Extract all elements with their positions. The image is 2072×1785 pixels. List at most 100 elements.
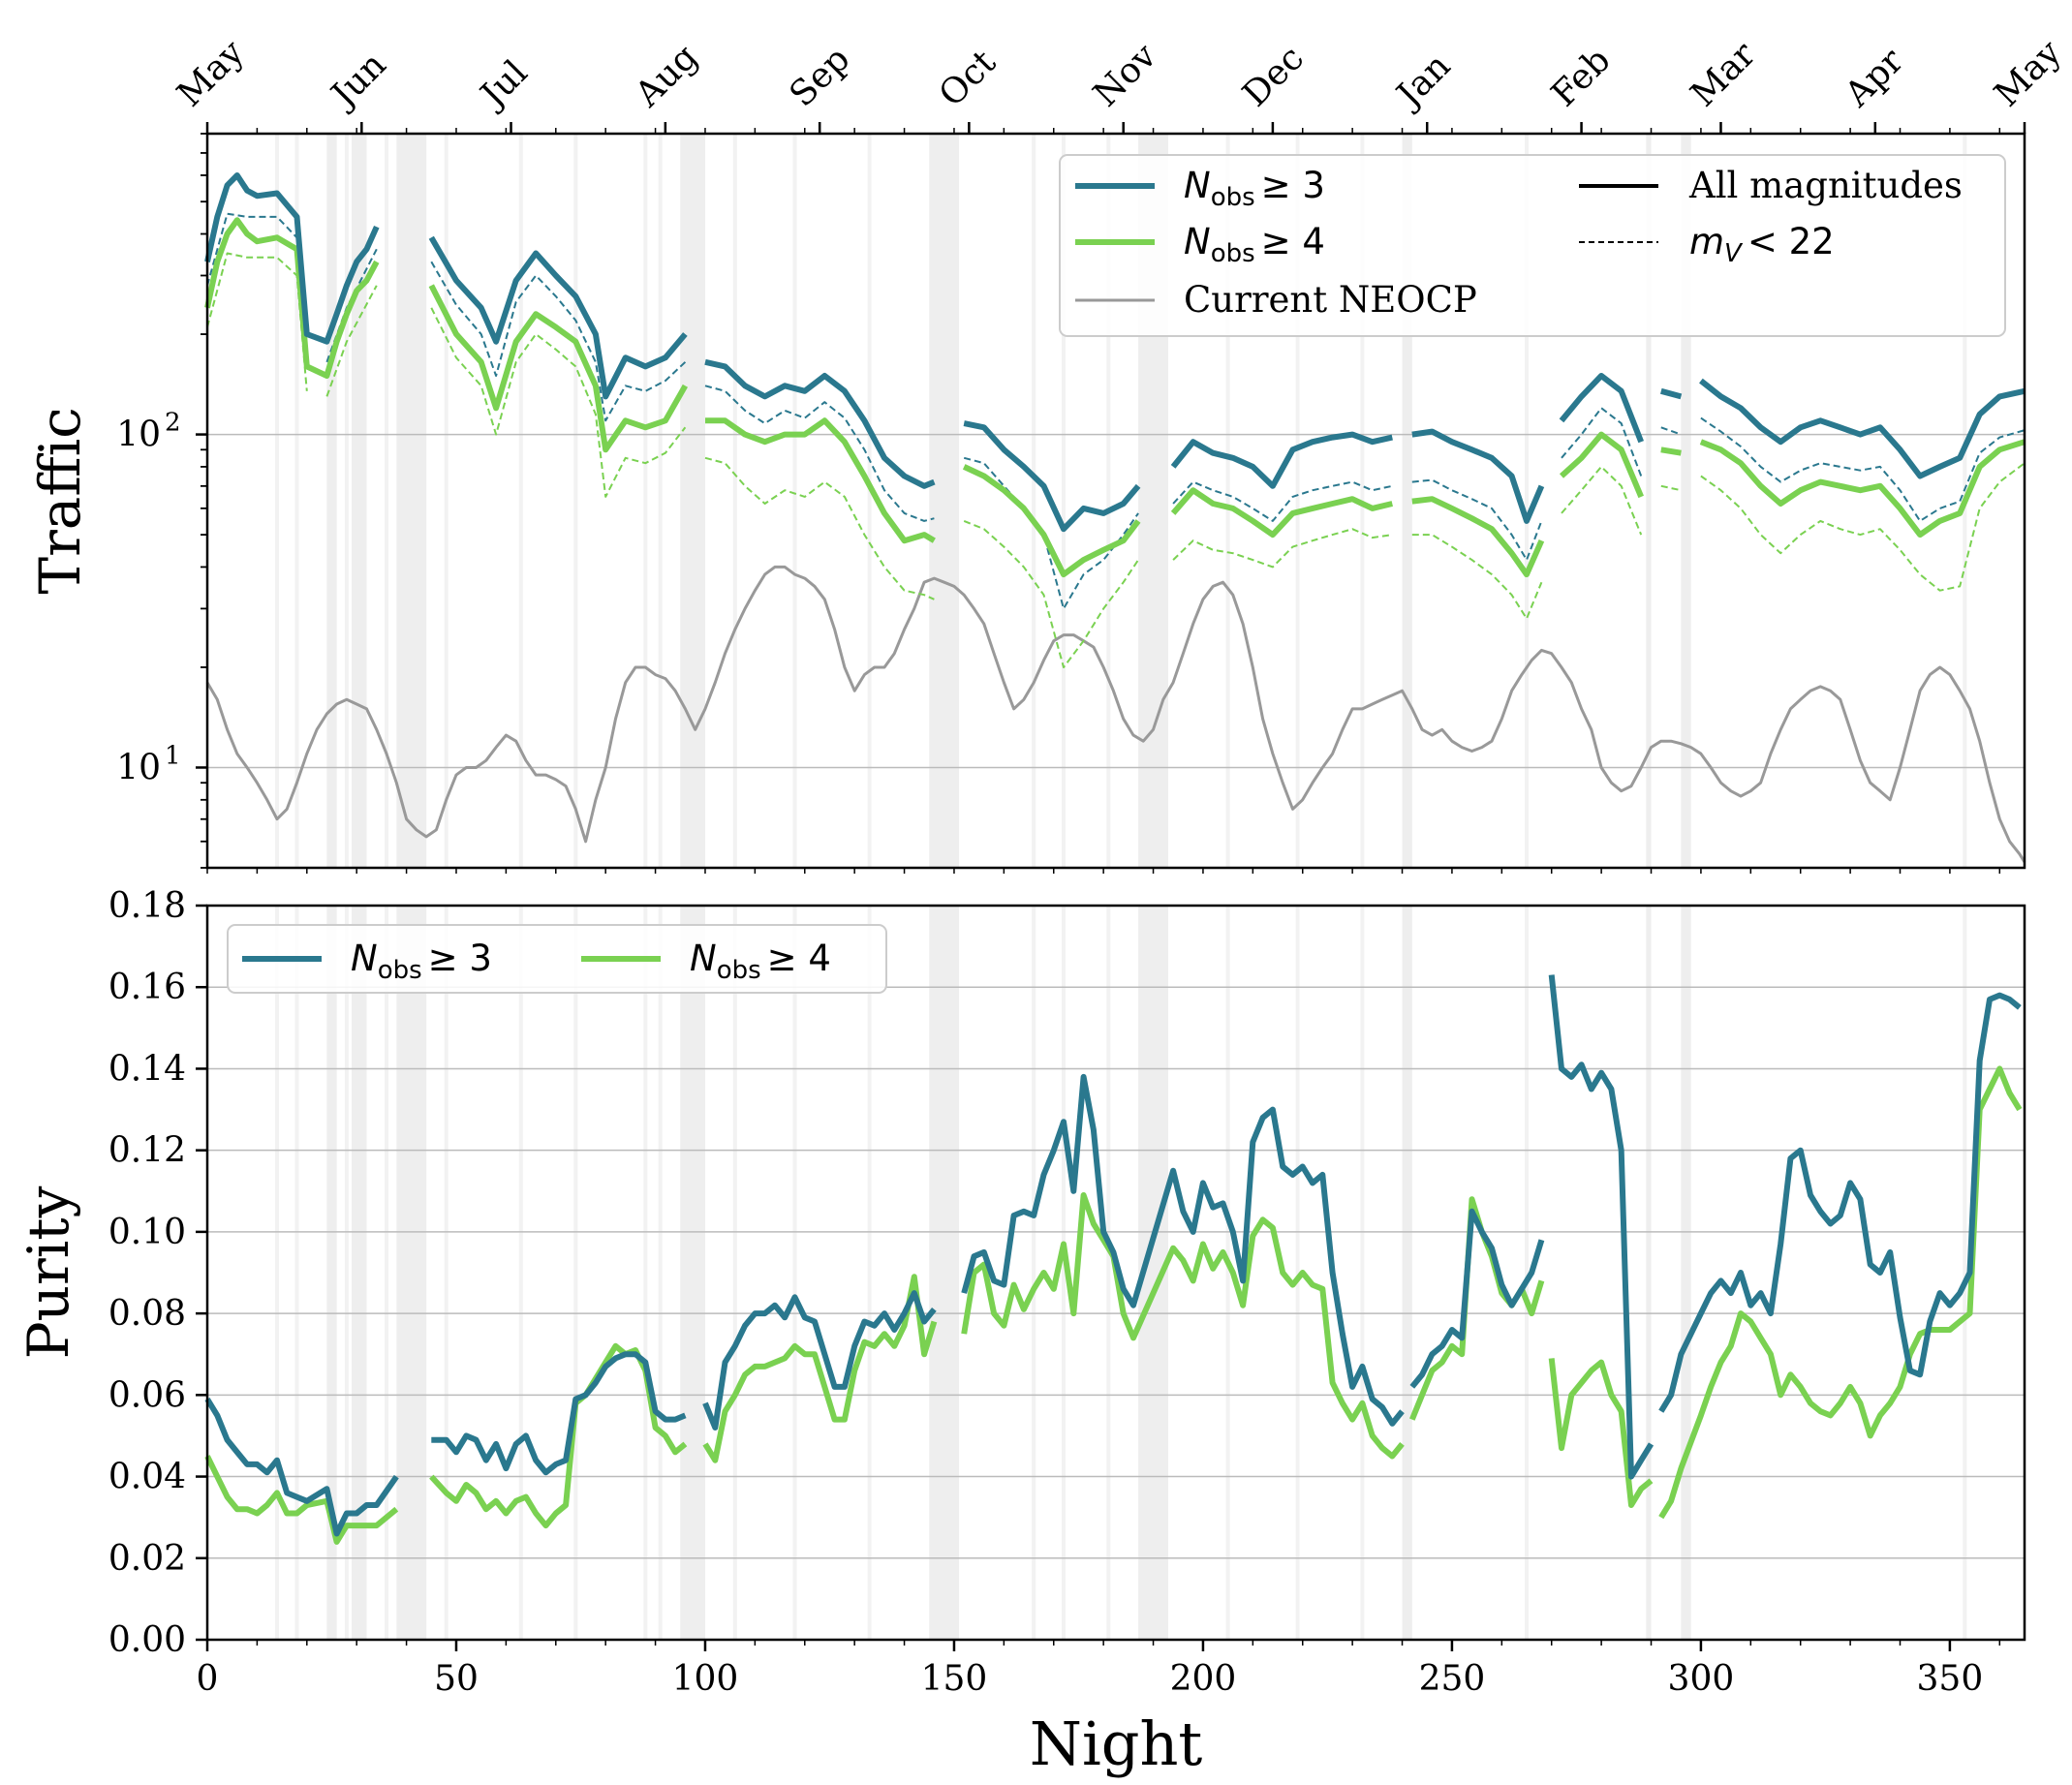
faint-band [573,134,578,868]
faint-band [643,134,648,868]
faint-band [274,134,279,868]
faint-band [1225,134,1230,868]
series-line [705,417,936,544]
purity-legend: Nobs ≥ 3 Nobs ≥ 4 [227,924,887,994]
series-line [1699,439,2026,539]
faint-band [1032,134,1036,868]
faint-band [792,134,797,868]
y-tick-label: 0.00 [108,1620,186,1660]
faint-band [658,134,663,868]
faint-band [1525,906,1530,1640]
faint-band [658,906,663,1640]
faint-band [792,906,797,1640]
legend-allmag-label: All magnitudes [1688,165,1963,206]
y-tick-label: 0.08 [108,1294,186,1334]
y-tick-label: 0.18 [108,886,186,926]
series-line [1559,431,1644,499]
series-line [1172,480,1393,522]
purity-axes-frame [205,904,2026,1642]
series-line [962,464,1141,578]
series-line [704,456,935,600]
purity-y-ticks: 0.00 0.02 0.04 0.06 0.08 0.10 0.12 0.14 0.16 0.18 [108,886,207,1660]
series-line [961,1073,1405,1427]
series-line [204,172,380,345]
faint-band [518,906,523,1640]
series-line [963,420,1141,533]
series-line [1548,974,1655,1480]
y-tick-label: 0.10 [108,1213,186,1252]
legend-mv-label: mV < 22 [1689,221,1835,268]
series-line [325,285,378,397]
series-line [1660,484,1682,492]
purity-panel: 0.00 0.02 0.04 0.06 0.08 0.10 0.12 0.14 0.16 0.18… [15,886,2026,1779]
y-tick-label: 10 [116,748,161,787]
series-line [1660,446,1682,456]
faint-band [732,134,737,868]
faint-band [1106,906,1111,1640]
series-line [1411,534,1543,620]
gap-band [1646,134,1652,868]
faint-band [294,134,299,868]
y-tick-label: 0.12 [108,1131,186,1171]
series-line [1409,1208,1545,1389]
faint-band [518,134,523,868]
series-line [1411,428,1545,524]
faint-band [732,906,737,1640]
x-tick-label: 300 [1668,1659,1735,1699]
faint-band [573,906,578,1640]
faint-band [1062,906,1067,1640]
gap-band [326,134,337,868]
faint-band [643,906,648,1640]
gap-band [1402,906,1412,1640]
traffic-gridlines [207,433,2025,769]
faint-band [1295,134,1300,868]
series-line [1660,387,1683,400]
series-line [430,307,687,498]
x-tick-label: 50 [434,1659,479,1699]
legend-nobs3-label: Nobs ≥ 3 [1184,165,1325,212]
y-tick-label: 10 [116,415,161,455]
y-tick-label: 0.14 [108,1049,186,1089]
purity-series [204,974,2023,1545]
series-line [1548,1358,1654,1508]
series-line [204,1455,399,1545]
x-tick-label: 250 [1419,1659,1486,1699]
traffic-axes-frame [205,132,2026,870]
gap-band [1681,134,1691,868]
faint-band [1032,906,1036,1640]
series-line [702,1274,938,1463]
gap-band [1681,906,1691,1640]
series-line [204,1397,399,1537]
purity-legend-nobs4-label: Nobs ≥ 4 [690,938,831,985]
night-ticks: 0 50 100 150 200 250 300 350 [197,1640,2001,1699]
series-line [1658,1065,2023,1520]
gap-band [929,906,960,1640]
x-tick-label: 100 [672,1659,739,1699]
y-tick-label: 0.04 [108,1458,186,1497]
faint-band [1106,134,1111,868]
faint-band [1225,906,1230,1640]
traffic-series [204,172,2026,863]
observing-gap-bands-bottom [274,906,1967,1640]
series-line [963,519,1139,668]
faint-band [1360,906,1365,1640]
gap-band [396,906,427,1640]
series-line [704,358,936,489]
traffic-legend: Nobs ≥ 3 Nobs ≥ 4 Current NEOCP All magnit… [1059,154,2006,337]
faint-band [1295,906,1300,1640]
faint-band [344,906,349,1640]
legend-neocp-label: Current NEOCP [1184,279,1477,321]
series-line [961,1192,1405,1460]
faint-band [385,906,389,1640]
series-line [1170,487,1393,539]
series-line [1699,378,2026,479]
traffic-ylabel: Traffic [27,407,93,594]
gap-band [929,134,960,868]
series-line [431,1351,687,1476]
y-tick-exponent: 1 [165,741,181,770]
faint-band [274,906,279,1640]
faint-band [1963,906,1967,1640]
faint-band [294,906,299,1640]
